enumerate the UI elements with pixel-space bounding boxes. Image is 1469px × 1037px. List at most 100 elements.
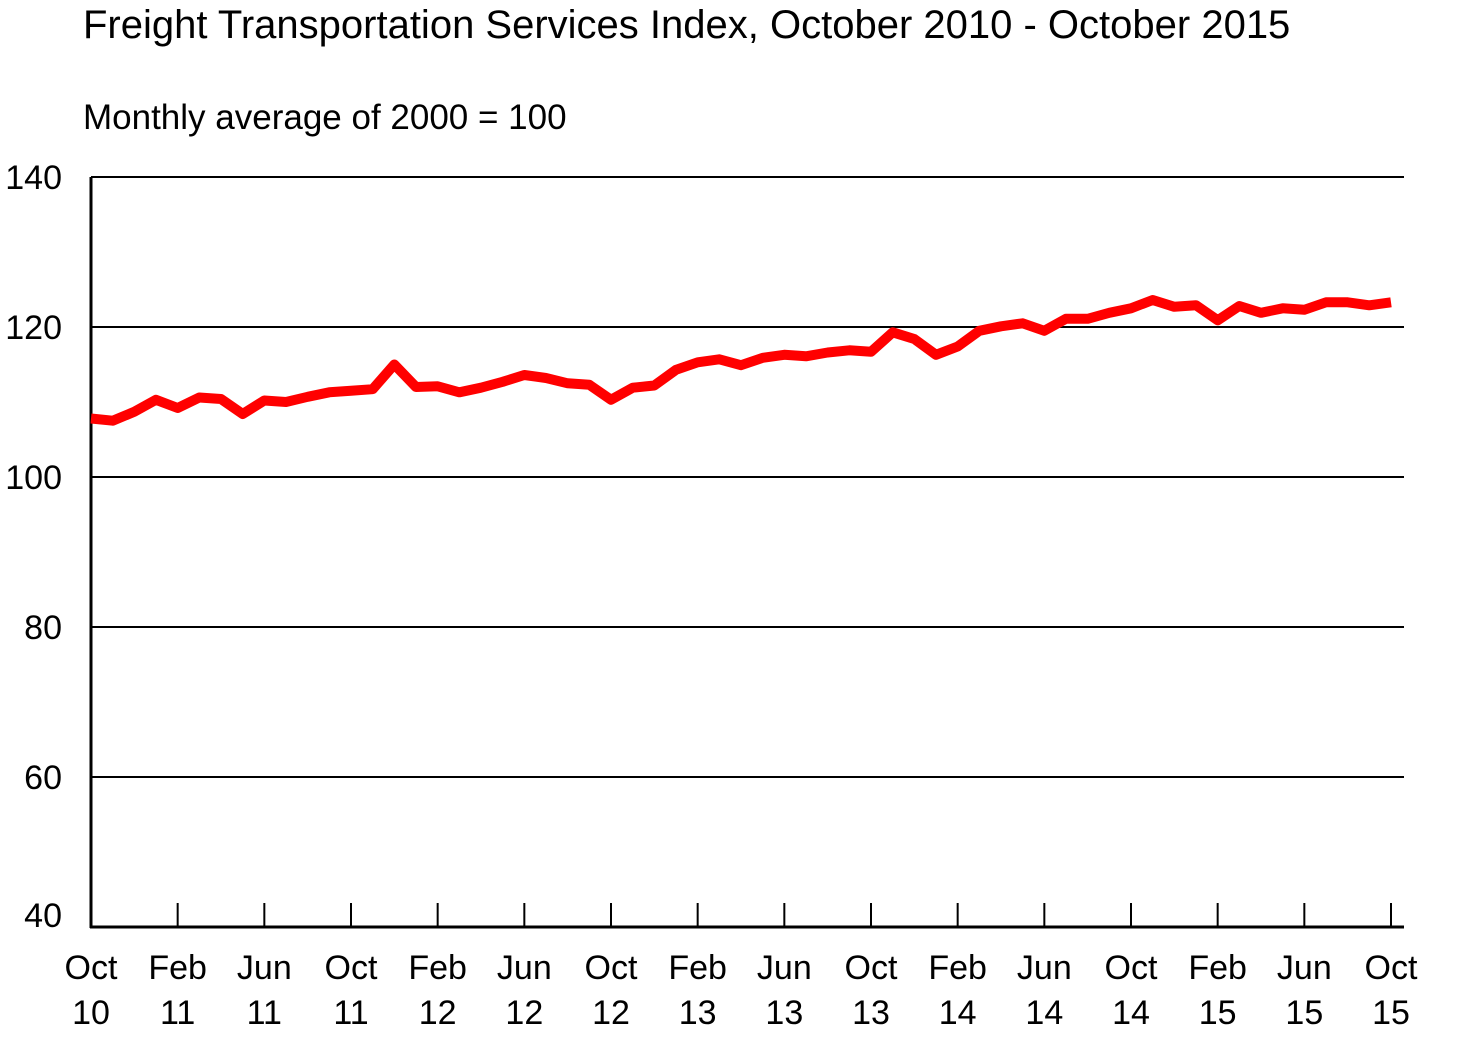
x-tick-labels: Oct 10 Feb 11 Jun 11 Oct 11 Feb 12 Jun 12 Oct 12 Feb 13… [65, 949, 1418, 1032]
data-point-25 [632, 387, 634, 389]
series [90, 295, 1392, 426]
data-point-20 [523, 374, 525, 376]
data-point-0 [90, 418, 92, 420]
x-tick-label-month-13: Feb [1188, 949, 1247, 987]
x-tick-label-year-14: 15 [1285, 994, 1323, 1032]
data-point-6 [220, 398, 222, 400]
data-point-14 [393, 364, 395, 366]
x-tick-label-year-13: 15 [1199, 994, 1237, 1032]
x-tick-label-year-1: 11 [160, 994, 195, 1032]
x-tick-label-month-7: Feb [668, 949, 727, 987]
data-point-30 [740, 364, 742, 366]
data-point-59 [1368, 304, 1370, 306]
data-point-38 [913, 338, 915, 340]
data-point-39 [935, 354, 937, 356]
chart-subtitle: Monthly average of 2000 = 100 [83, 98, 567, 137]
x-tick-label-month-9: Oct [845, 949, 898, 987]
data-point-41 [978, 330, 980, 332]
data-point-42 [1000, 325, 1002, 327]
data-point-11 [328, 391, 330, 393]
data-point-46 [1087, 318, 1089, 320]
data-point-56 [1303, 309, 1305, 311]
data-point-34 [827, 352, 829, 354]
x-tick-label-month-3: Oct [325, 949, 378, 987]
data-point-33 [805, 355, 807, 357]
x-tick-label-year-15: 15 [1372, 994, 1410, 1032]
data-point-36 [870, 351, 872, 353]
y-tick-label-140: 140 [5, 159, 62, 197]
y-tick-label-40: 40 [24, 897, 62, 935]
y-tick-label-80: 80 [24, 609, 62, 647]
x-tick-label-year-9: 13 [852, 994, 890, 1032]
data-point-12 [350, 390, 352, 392]
y-tick-label-120: 120 [5, 309, 62, 347]
x-tick-label-month-4: Feb [408, 949, 467, 987]
x-tick-label-month-12: Oct [1105, 949, 1158, 987]
data-point-52 [1217, 319, 1219, 321]
data-point-50 [1173, 306, 1175, 308]
data-point-24 [610, 399, 612, 401]
x-tick-label-year-3: 11 [333, 994, 368, 1032]
x-tick-label-month-10: Feb [928, 949, 987, 987]
x-tick-label-year-8: 13 [765, 994, 803, 1032]
x-tick-label-month-11: Jun [1017, 949, 1072, 987]
data-point-7 [242, 413, 244, 415]
chart-title: Freight Transportation Services Index, O… [83, 3, 1291, 47]
data-point-43 [1022, 322, 1024, 324]
data-point-26 [653, 385, 655, 387]
data-point-8 [263, 400, 265, 402]
x-tick-label-month-2: Jun [237, 949, 292, 987]
data-point-5 [198, 397, 200, 399]
data-point-9 [285, 401, 287, 403]
y-tick-label-100: 100 [5, 459, 62, 497]
data-point-54 [1260, 312, 1262, 314]
data-point-27 [675, 369, 677, 371]
data-point-37 [892, 331, 894, 333]
data-point-47 [1108, 312, 1110, 314]
x-ticks [176, 903, 1392, 927]
data-point-53 [1238, 305, 1240, 307]
x-tick-label-year-5: 12 [505, 994, 543, 1032]
data-point-60 [1390, 301, 1392, 303]
gridlines [91, 176, 1404, 778]
data-point-16 [437, 385, 439, 387]
x-tick-label-month-15: Oct [1365, 949, 1418, 987]
data-point-19 [502, 381, 504, 383]
data-point-2 [133, 411, 135, 413]
data-point-45 [1065, 318, 1067, 320]
data-point-55 [1282, 307, 1284, 309]
data-point-49 [1152, 299, 1154, 301]
data-point-28 [697, 361, 699, 363]
x-tick-label-month-14: Jun [1277, 949, 1332, 987]
x-tick-label-year-7: 13 [679, 994, 717, 1032]
data-point-21 [545, 377, 547, 379]
data-point-18 [480, 387, 482, 389]
data-point-29 [718, 358, 720, 360]
x-tick-label-month-8: Jun [757, 949, 812, 987]
axes [89, 177, 1404, 929]
x-tick-label-year-10: 14 [939, 994, 977, 1032]
data-point-13 [372, 388, 374, 390]
data-point-23 [588, 384, 590, 386]
data-point-1 [112, 420, 114, 422]
data-point-4 [177, 407, 179, 409]
x-tick-label-month-6: Oct [585, 949, 638, 987]
data-point-17 [458, 391, 460, 393]
data-point-40 [957, 346, 959, 348]
x-tick-label-month-1: Feb [148, 949, 207, 987]
x-tick-label-month-5: Jun [497, 949, 552, 987]
y-tick-label-60: 60 [24, 759, 62, 797]
data-point-58 [1347, 301, 1349, 303]
x-tick-label-year-0: 10 [72, 994, 110, 1032]
x-tick-label-year-2: 11 [247, 994, 282, 1032]
data-point-3 [155, 399, 157, 401]
x-tick-label-year-11: 14 [1025, 994, 1063, 1032]
data-point-48 [1130, 307, 1132, 309]
series-line [90, 295, 1392, 426]
x-tick-label-year-12: 14 [1112, 994, 1150, 1032]
data-point-10 [307, 396, 309, 398]
y-tick-labels: 140 120 100 80 60 40 [5, 159, 62, 935]
x-tick-label-year-4: 12 [419, 994, 457, 1032]
data-point-15 [415, 386, 417, 388]
